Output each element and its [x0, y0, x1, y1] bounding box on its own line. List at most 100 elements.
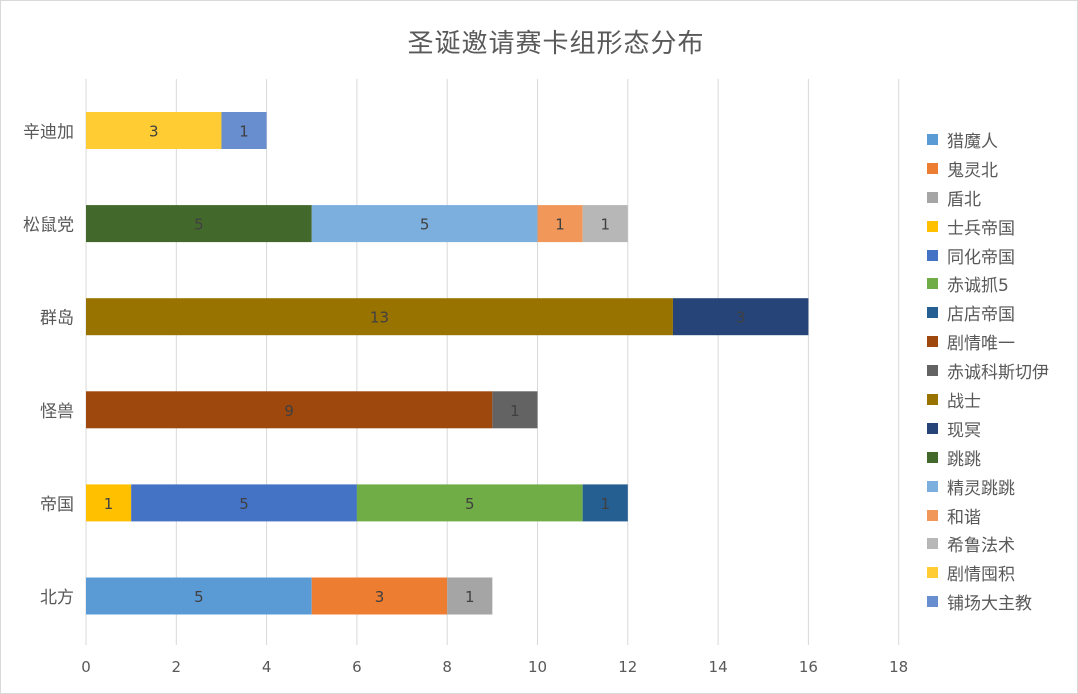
- chart-title: 圣诞邀请赛卡组形态分布: [407, 29, 705, 59]
- legend-item: 剧情囤积: [927, 558, 1077, 587]
- legend-label: 士兵帝国: [947, 218, 1015, 239]
- legend-label: 剧情唯一: [947, 334, 1015, 355]
- legend-swatch: [927, 220, 938, 232]
- data-label: 5: [194, 588, 204, 606]
- legend: 猎魔人 鬼灵北盾北士兵帝国同化帝国赤诚抓5 店店帝国剧情唯一赤诚科斯切伊 战士现冥跳跳…: [927, 125, 1077, 616]
- bar-segment: [492, 391, 538, 429]
- legend-swatch: [927, 336, 938, 348]
- bar-segment: [131, 484, 357, 522]
- legend-swatch: [927, 307, 938, 319]
- legend-label: 猎魔人: [947, 131, 998, 152]
- bar-segment: [537, 205, 583, 243]
- legend-item: 盾北: [927, 183, 1077, 212]
- legend-label: 剧情囤积: [947, 565, 1015, 586]
- legend-swatch: [927, 278, 938, 290]
- bar-segment: [86, 112, 222, 149]
- legend-swatch: [927, 133, 938, 145]
- legend-swatch: [927, 451, 938, 463]
- legend-item: 跳跳: [927, 443, 1077, 472]
- legend-label: 盾北: [947, 189, 981, 210]
- bar-segment: [582, 205, 628, 243]
- data-label: 3: [149, 123, 159, 141]
- bar-segment: [311, 577, 448, 615]
- legend-item: 剧情唯一: [927, 327, 1077, 356]
- bar-segment: [86, 391, 493, 429]
- legend-label: 精灵跳跳: [947, 478, 1015, 499]
- legend-item: 希鲁法术: [927, 529, 1077, 558]
- legend-item: 士兵帝国: [927, 212, 1077, 241]
- data-label: 5: [239, 495, 249, 513]
- data-label: 1: [600, 216, 610, 234]
- x-tick-label: 18: [889, 658, 908, 676]
- legend-label: 店店帝国: [947, 305, 1015, 326]
- x-tick-label: 6: [352, 658, 362, 676]
- x-tick-label: 16: [799, 658, 818, 676]
- bar-segment: [582, 484, 628, 522]
- legend-item: 店店帝国: [927, 298, 1077, 327]
- data-label: 3: [736, 309, 746, 327]
- legend-item: 赤诚科斯切伊: [927, 356, 1077, 385]
- y-category-label: 群岛: [40, 309, 74, 329]
- legend-swatch: [927, 393, 938, 405]
- bar-segment: [311, 205, 538, 243]
- bar-segment: [86, 484, 132, 522]
- bar-segment: [86, 298, 673, 336]
- legend-label: 跳跳: [947, 449, 981, 470]
- legend-swatch: [927, 162, 938, 174]
- legend-item: 战士: [927, 385, 1077, 414]
- data-label: 9: [284, 402, 294, 420]
- bar-segment: [672, 298, 809, 336]
- y-category-label: 北方: [40, 588, 74, 608]
- y-category-label: 松鼠党: [23, 216, 74, 236]
- data-label: 5: [465, 495, 475, 513]
- x-tick-label: 2: [172, 658, 182, 676]
- legend-swatch: [927, 191, 938, 203]
- y-category-label: 辛迪加: [23, 123, 74, 143]
- legend-item: 和谐: [927, 501, 1077, 530]
- legend-label: 现冥: [947, 420, 981, 441]
- x-tick-label: 0: [81, 658, 91, 676]
- bar-segment: [86, 205, 312, 243]
- x-tick-label: 8: [442, 658, 452, 676]
- x-tick-label: 12: [618, 658, 637, 676]
- bar-segment: [447, 577, 493, 615]
- data-label: 1: [600, 495, 610, 513]
- bar-segment: [221, 112, 267, 149]
- data-label: 1: [510, 402, 520, 420]
- legend-swatch: [927, 538, 938, 550]
- legend-label: 同化帝国: [947, 247, 1015, 268]
- data-label: 5: [194, 216, 204, 234]
- y-category-label: 帝国: [40, 495, 74, 515]
- x-tick-label: 4: [262, 658, 272, 676]
- legend-swatch: [927, 596, 938, 608]
- legend-label: 和谐: [947, 507, 981, 528]
- legend-item: 同化帝国: [927, 241, 1077, 270]
- legend-label: 战士: [947, 391, 981, 412]
- legend-swatch: [927, 249, 938, 261]
- legend-label: 赤诚抓5: [947, 276, 1009, 297]
- data-label: 1: [555, 216, 565, 234]
- data-label: 3: [375, 588, 385, 606]
- legend-swatch: [927, 567, 938, 579]
- bar-segment: [356, 484, 583, 522]
- legend-item: 精灵跳跳: [927, 472, 1077, 501]
- data-label: 1: [104, 495, 114, 513]
- legend-swatch: [927, 509, 938, 521]
- legend-item: 现冥: [927, 414, 1077, 443]
- legend-swatch: [927, 422, 938, 434]
- data-label: 1: [239, 123, 249, 141]
- legend-item: 赤诚抓5: [927, 269, 1077, 298]
- legend-label: 赤诚科斯切伊: [947, 363, 1049, 384]
- legend-swatch: [927, 480, 938, 492]
- x-tick-label: 10: [528, 658, 547, 676]
- legend-item: 鬼灵北: [927, 154, 1077, 183]
- y-category-label: 怪兽: [40, 402, 74, 422]
- legend-item: 铺场大主教: [927, 587, 1077, 616]
- bar-segment: [86, 577, 312, 615]
- legend-swatch: [927, 365, 938, 377]
- legend-label: 希鲁法术: [947, 536, 1015, 557]
- data-label: 1: [465, 588, 475, 606]
- data-label: 5: [420, 216, 430, 234]
